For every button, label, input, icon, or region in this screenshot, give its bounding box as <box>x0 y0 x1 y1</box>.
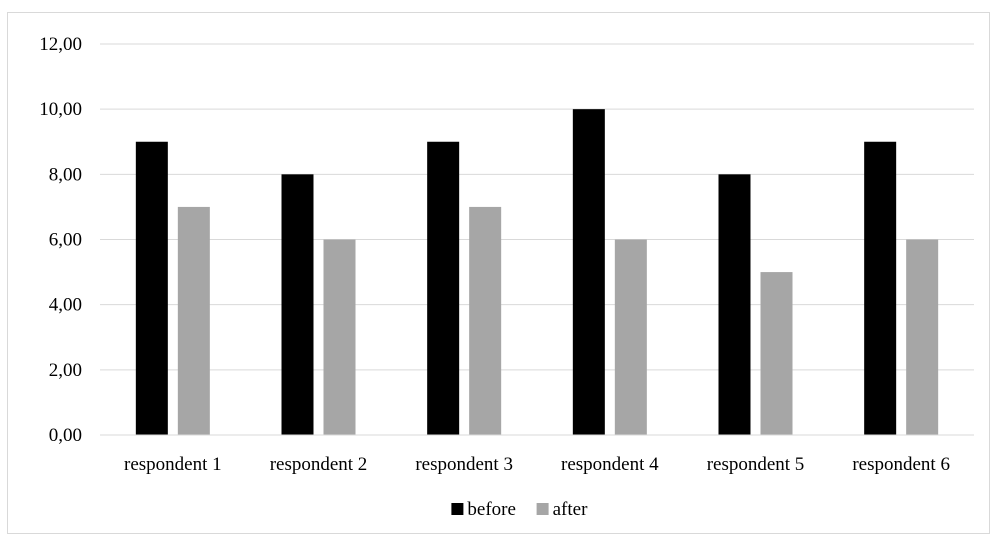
legend-label-after: after <box>553 499 588 520</box>
x-tick-label: respondent 6 <box>852 454 950 475</box>
bar-before-1 <box>135 141 168 435</box>
gridlines <box>100 43 974 371</box>
x-tick-label: respondent 4 <box>561 454 659 475</box>
y-tick-label: 8,00 <box>49 164 82 185</box>
x-tick-label: respondent 2 <box>270 454 368 475</box>
bar-after-4 <box>614 239 647 435</box>
bar-after-2 <box>323 239 356 435</box>
bar-before-4 <box>572 109 605 436</box>
y-tick-label: 6,00 <box>49 230 82 251</box>
legend-label-before: before <box>467 499 516 520</box>
bar-before-3 <box>427 141 460 435</box>
legend: before after <box>451 499 588 520</box>
bar-before-2 <box>281 174 314 436</box>
x-tick-label: respondent 1 <box>124 454 222 475</box>
y-axis-ticks: 0,00 2,00 4,00 6,00 8,00 10,00 12,00 <box>39 34 82 446</box>
bar-after-5 <box>760 272 793 435</box>
y-tick-label: 2,00 <box>49 360 82 381</box>
bars <box>135 109 939 436</box>
x-axis-labels: respondent 1 respondent 2 respondent 3 resp… <box>124 454 950 475</box>
bar-after-6 <box>906 239 939 435</box>
y-tick-label: 10,00 <box>39 99 82 120</box>
y-tick-label: 0,00 <box>49 425 82 446</box>
y-tick-label: 4,00 <box>49 295 82 316</box>
bar-after-3 <box>469 206 502 435</box>
legend-swatch-before <box>451 503 464 515</box>
y-tick-label: 12,00 <box>39 34 82 55</box>
bar-after-1 <box>177 206 210 435</box>
legend-swatch-after <box>536 503 549 515</box>
bar-before-6 <box>864 141 897 435</box>
x-tick-label: respondent 5 <box>707 454 805 475</box>
x-tick-label: respondent 3 <box>415 454 513 475</box>
bar-before-5 <box>718 174 751 436</box>
